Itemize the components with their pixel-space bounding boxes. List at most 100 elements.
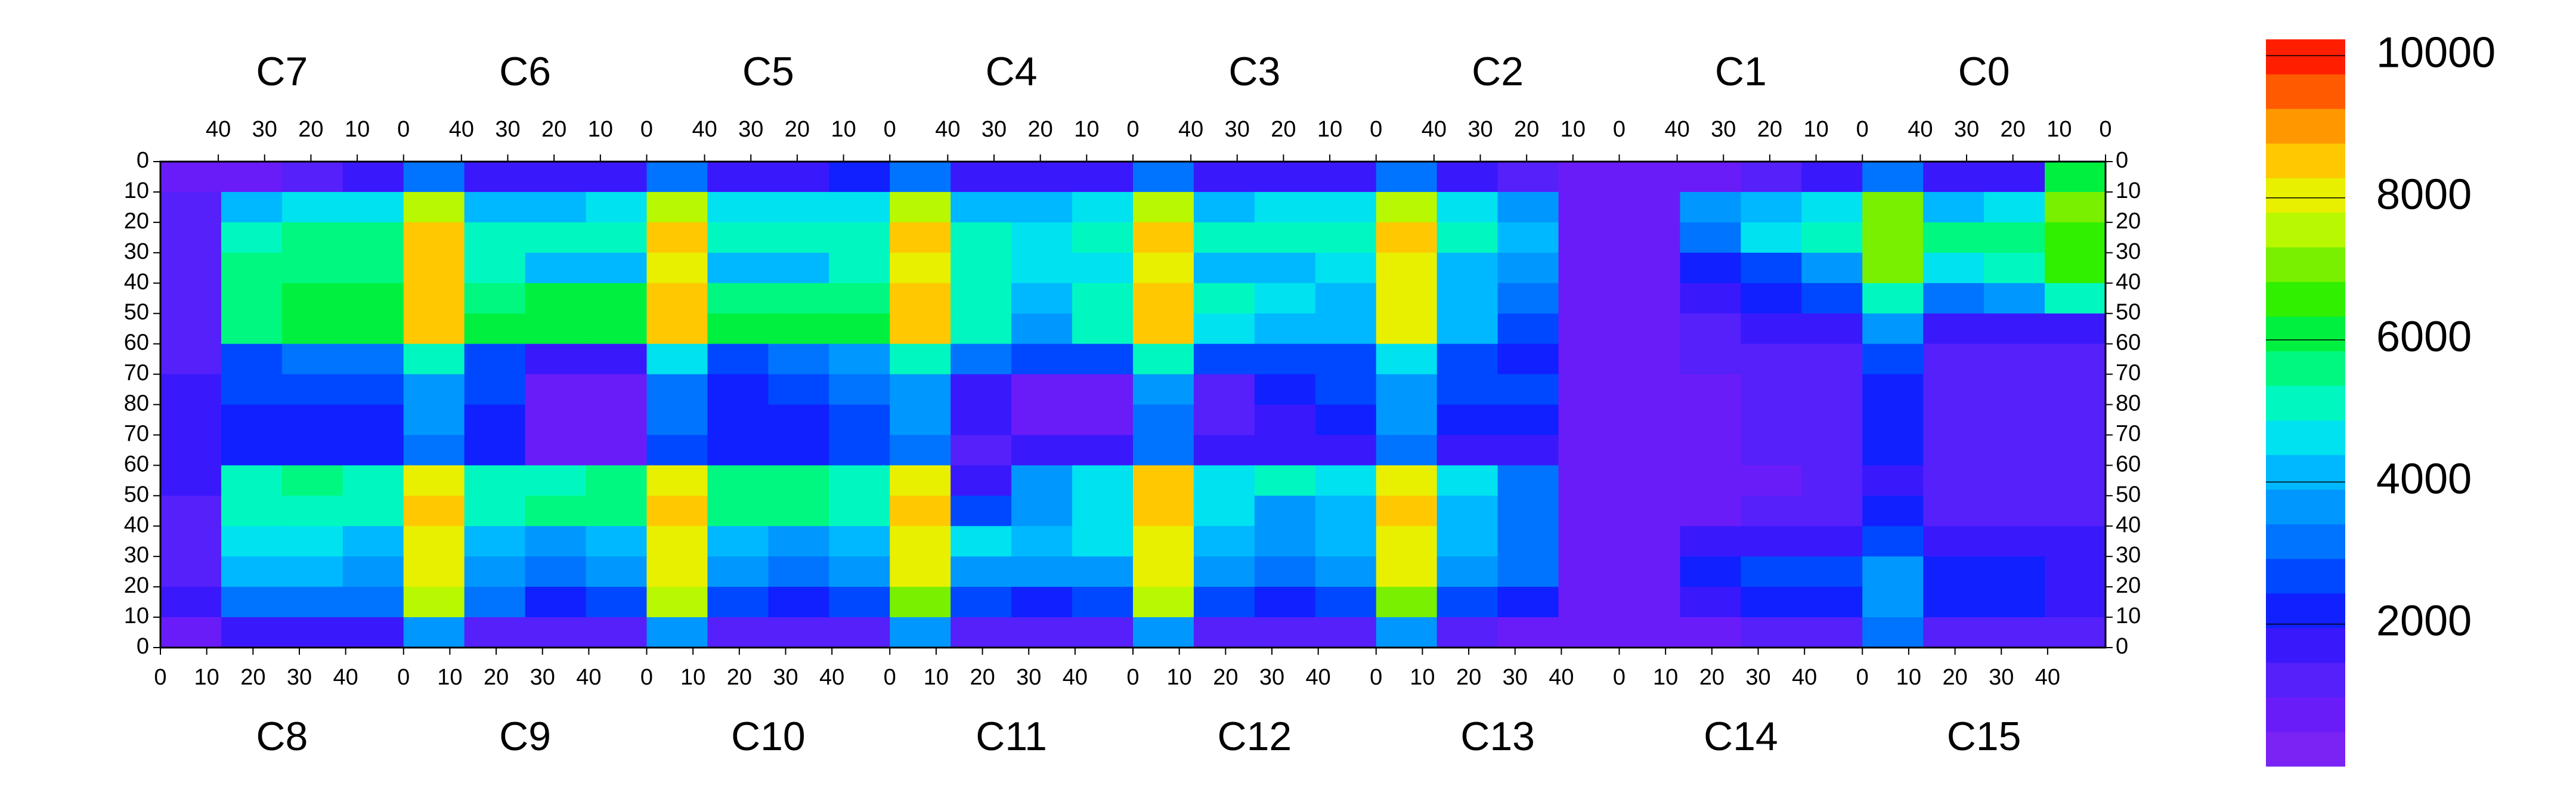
heatmap-cell bbox=[829, 556, 890, 587]
heatmap-cell bbox=[403, 343, 465, 375]
heatmap-cell bbox=[890, 587, 951, 618]
heatmap-cell bbox=[1497, 252, 1559, 284]
x-tick-label: 10 bbox=[1410, 665, 1435, 690]
heatmap-cell bbox=[1436, 526, 1498, 557]
heatmap-cell bbox=[1315, 162, 1377, 193]
heatmap-cell bbox=[221, 617, 283, 648]
x-tick-label: 20 bbox=[727, 665, 752, 690]
heatmap-cell bbox=[950, 435, 1012, 466]
heatmap-cell bbox=[1133, 556, 1194, 587]
x-tick-label: 0 bbox=[1126, 665, 1139, 690]
heatmap-cell bbox=[1376, 435, 1438, 466]
y-tick-label: 30 bbox=[124, 543, 149, 568]
heatmap-cell bbox=[342, 617, 404, 648]
x-tick-label: 10 bbox=[345, 117, 370, 142]
heatmap-cell bbox=[525, 556, 587, 587]
heatmap-cell bbox=[342, 465, 404, 496]
x-tick-label: 40 bbox=[1792, 665, 1817, 690]
heatmap-cell bbox=[1558, 496, 1620, 527]
heatmap-cell bbox=[1011, 404, 1073, 436]
heatmap-cell bbox=[160, 404, 222, 436]
y-tick-label: 50 bbox=[124, 300, 149, 325]
heatmap-cell bbox=[160, 343, 222, 375]
heatmap-cell bbox=[403, 496, 465, 527]
heatmap-cell bbox=[1680, 313, 1741, 345]
x-tick-label: 30 bbox=[287, 665, 312, 690]
x-tick-label: 10 bbox=[588, 117, 613, 142]
heatmap-cell bbox=[1619, 313, 1681, 345]
heatmap-cell bbox=[1741, 587, 1802, 618]
x-tick-label: 0 bbox=[154, 665, 166, 690]
heatmap-cell bbox=[890, 374, 951, 405]
heatmap-cell bbox=[1862, 313, 1924, 345]
heatmap-cell bbox=[1376, 617, 1438, 648]
heatmap-cell bbox=[281, 374, 343, 405]
heatmap-cell bbox=[342, 343, 404, 375]
heatmap-cell bbox=[1254, 162, 1316, 193]
heatmap-cell bbox=[2045, 343, 2106, 375]
x-tick-label: 30 bbox=[773, 665, 798, 690]
heatmap-cell bbox=[1497, 617, 1559, 648]
heatmap-cell bbox=[1072, 283, 1134, 314]
colorbar-band bbox=[2266, 143, 2345, 178]
heatmap-cell bbox=[525, 404, 587, 436]
y-tick-label: 50 bbox=[2116, 482, 2141, 507]
chip-label: C3 bbox=[1228, 49, 1280, 94]
heatmap-cell bbox=[1558, 283, 1620, 314]
y-tick-label: 10 bbox=[124, 603, 149, 628]
x-tick-label: 20 bbox=[1213, 665, 1238, 690]
x-tick-label: 10 bbox=[1653, 665, 1678, 690]
x-tick-label: 30 bbox=[1954, 117, 1979, 142]
heatmap-cell bbox=[1923, 222, 1984, 253]
heatmap-cell bbox=[646, 435, 708, 466]
heatmap-cell bbox=[950, 252, 1012, 284]
colorbar-band bbox=[2266, 74, 2345, 109]
heatmap-cell bbox=[1923, 496, 1984, 527]
x-tick-label: 0 bbox=[640, 117, 653, 142]
heatmap-cell bbox=[1254, 496, 1316, 527]
heatmap-cell bbox=[1133, 222, 1194, 253]
x-tick-label: 20 bbox=[1699, 665, 1724, 690]
x-tick-label: 40 bbox=[819, 665, 844, 690]
x-tick-label: 20 bbox=[541, 117, 566, 142]
heatmap-cell bbox=[1619, 343, 1681, 375]
heatmap-cell bbox=[281, 404, 343, 436]
colorbar-band bbox=[2266, 627, 2345, 663]
heatmap-cell bbox=[707, 191, 769, 223]
heatmap-cell bbox=[707, 587, 769, 618]
heatmap-cell bbox=[1315, 465, 1377, 496]
heatmap-cell bbox=[342, 435, 404, 466]
heatmap-cell bbox=[586, 465, 648, 496]
heatmap-cell bbox=[1072, 162, 1134, 193]
heatmap-cell bbox=[464, 222, 526, 253]
heatmap-cell bbox=[1801, 191, 1863, 223]
y-tick-label: 50 bbox=[2116, 300, 2141, 325]
heatmap-cell bbox=[586, 252, 648, 284]
heatmap-cell bbox=[1741, 556, 1802, 587]
heatmap-cell bbox=[342, 222, 404, 253]
heatmap-cell bbox=[525, 222, 587, 253]
heatmap-cell bbox=[1436, 435, 1498, 466]
heatmap-cell bbox=[1376, 343, 1438, 375]
heatmap-cell bbox=[221, 435, 283, 466]
heatmap-cell bbox=[525, 283, 587, 314]
heatmap-cell bbox=[1011, 556, 1073, 587]
heatmap-cell bbox=[281, 343, 343, 375]
heatmap-cell bbox=[1862, 404, 1924, 436]
x-tick-label: 30 bbox=[1259, 665, 1284, 690]
heatmap-cell bbox=[1072, 191, 1134, 223]
chip-label: C1 bbox=[1715, 49, 1767, 94]
heatmap-cell bbox=[1497, 496, 1559, 527]
heatmap-cell bbox=[1072, 343, 1134, 375]
heatmap-cell bbox=[403, 465, 465, 496]
heatmap-cell bbox=[464, 526, 526, 557]
heatmap-cell bbox=[1923, 587, 1984, 618]
heatmap-cell bbox=[890, 162, 951, 193]
heatmap-cell bbox=[1376, 252, 1438, 284]
heatmap-cell bbox=[342, 252, 404, 284]
heatmap-cell bbox=[1376, 191, 1438, 223]
colorbar-band bbox=[2266, 696, 2345, 732]
chip-label: C9 bbox=[499, 714, 551, 759]
colorbar-band bbox=[2266, 316, 2345, 352]
heatmap-cell bbox=[1862, 435, 1924, 466]
